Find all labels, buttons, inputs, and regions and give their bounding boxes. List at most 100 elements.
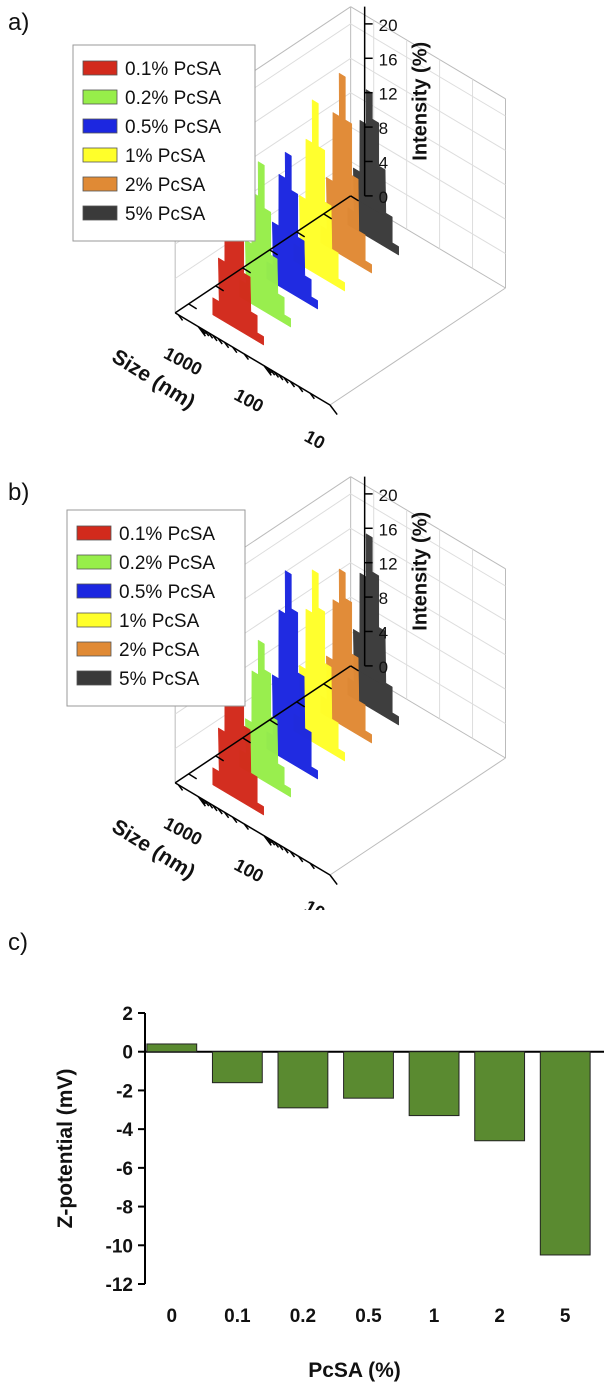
size-tick [297, 855, 304, 863]
size-tick [309, 392, 315, 400]
size-tick [200, 327, 207, 335]
intensity-tick-label: 16 [379, 50, 398, 69]
depth-tick [188, 303, 198, 310]
intensity-tick-label: 8 [379, 589, 388, 608]
size-tick [217, 337, 223, 345]
legend-swatch-6 [76, 670, 112, 686]
y-tick-label: -10 [106, 1236, 133, 1257]
legend-label-3: 0.5% PcSA [125, 117, 221, 138]
y-tick-label: 0 [122, 1043, 133, 1064]
box-edge [350, 6, 506, 100]
size-tick [266, 837, 272, 844]
y-tick-label: -4 [116, 1120, 133, 1141]
bar-1 [408, 1051, 460, 1117]
size-tick [297, 385, 304, 393]
size-tick [243, 353, 250, 361]
size-tick [269, 839, 276, 846]
size-tick-label: 100 [231, 855, 267, 887]
panel-label-c: c) [8, 929, 28, 956]
intensity-tick-label: 16 [379, 520, 398, 539]
bar-0_2 [277, 1051, 329, 1109]
legend-label-6: 5% PcSA [119, 669, 200, 690]
size-tick [212, 334, 218, 342]
depth-axis-line [174, 665, 352, 784]
depth-tick [269, 249, 279, 256]
size-tick [223, 811, 230, 819]
x-tick-label: 1 [429, 1306, 440, 1327]
x-tick-label: 0.1 [224, 1306, 251, 1327]
size-tick [263, 835, 272, 846]
size-tick [278, 844, 284, 851]
size-tick [207, 802, 214, 809]
box-edge [350, 476, 506, 570]
bar-0 [146, 1043, 198, 1053]
size-tick [204, 329, 210, 337]
legend-swatch-1 [82, 60, 118, 76]
size-tick [212, 804, 218, 812]
legend-label-5: 2% PcSA [119, 640, 200, 661]
legend-swatch-3 [76, 583, 112, 599]
size-tick [204, 799, 210, 807]
bar-0_5 [343, 1051, 394, 1099]
intensity-tick-label: 4 [379, 623, 388, 642]
size-tick [273, 841, 280, 848]
legend-label-4: 1% PcSA [119, 611, 200, 632]
legend-swatch-3 [82, 118, 118, 134]
intensity-axis-label: Intensity (%) [410, 42, 432, 161]
legend-swatch-5 [76, 641, 112, 657]
panel-label-b: b) [8, 479, 29, 506]
bar-0_1 [211, 1051, 263, 1084]
size-tick [269, 369, 276, 376]
size-tick [197, 326, 207, 337]
size-tick [207, 332, 214, 339]
intensity-axis-label: Intensity (%) [410, 512, 432, 631]
y-tick-label: -8 [116, 1198, 133, 1219]
legend-label-1: 0.1% PcSA [125, 59, 221, 80]
size-tick [283, 847, 289, 854]
size-tick [217, 807, 223, 815]
x-tick-label: 0.5 [355, 1306, 382, 1327]
legend-b: 0.1% PcSA 0.2% PcSA 0.5% PcSA 1% PcSA 2% PcS… [66, 509, 246, 707]
panel-c: c) 2 0 -2 -4 -6 -8 -10 -12 0 0.1 0.2 0.5 1 2 5 PcSA (%)… [0, 910, 612, 1392]
legend-label-5: 2% PcSA [125, 175, 206, 196]
depth-tick [350, 195, 360, 202]
chart-c: c) 2 0 -2 -4 -6 -8 -10 -12 0 0.1 0.2 0.5 1 2 5 PcSA (%)… [8, 929, 604, 1382]
intensity-tick-label: 12 [379, 85, 398, 104]
size-tick [243, 823, 250, 831]
x-tick-label: 0 [166, 1306, 177, 1327]
intensity-tick-label: 0 [379, 658, 388, 677]
size-tick-label: 10 [301, 896, 328, 910]
size-tick [329, 874, 338, 886]
y-tick-label: -2 [116, 1081, 133, 1102]
legend-label-1: 0.1% PcSA [119, 524, 215, 545]
depth-tick [350, 665, 360, 672]
legend-label-2: 0.2% PcSA [125, 88, 221, 109]
panel-label-a: a) [8, 9, 29, 36]
size-tick [283, 377, 289, 384]
depth-tick [296, 701, 306, 708]
intensity-tick-label: 20 [379, 16, 398, 35]
size-axis-line [174, 782, 331, 876]
size-tick [266, 367, 272, 374]
bar-5 [539, 1051, 591, 1256]
size-tick-label: 10 [301, 426, 328, 453]
size-tick [197, 796, 207, 807]
bar-2 [474, 1051, 526, 1142]
size-tick [309, 862, 315, 870]
depth-tick [323, 683, 333, 690]
intensity-tick-label: 20 [379, 486, 398, 505]
legend-swatch-2 [82, 89, 118, 105]
legend-swatch-5 [82, 176, 118, 192]
y-tick-label: 2 [122, 1004, 133, 1025]
depth-tick [215, 285, 225, 292]
legend-swatch-2 [76, 554, 112, 570]
depth-tick [215, 755, 225, 762]
depth-axis-line [174, 195, 352, 314]
size-tick [289, 380, 296, 388]
size-tick [278, 374, 284, 381]
legend-swatch-4 [82, 147, 118, 163]
depth-tick [242, 737, 252, 744]
y-tick-label: -12 [106, 1275, 133, 1296]
